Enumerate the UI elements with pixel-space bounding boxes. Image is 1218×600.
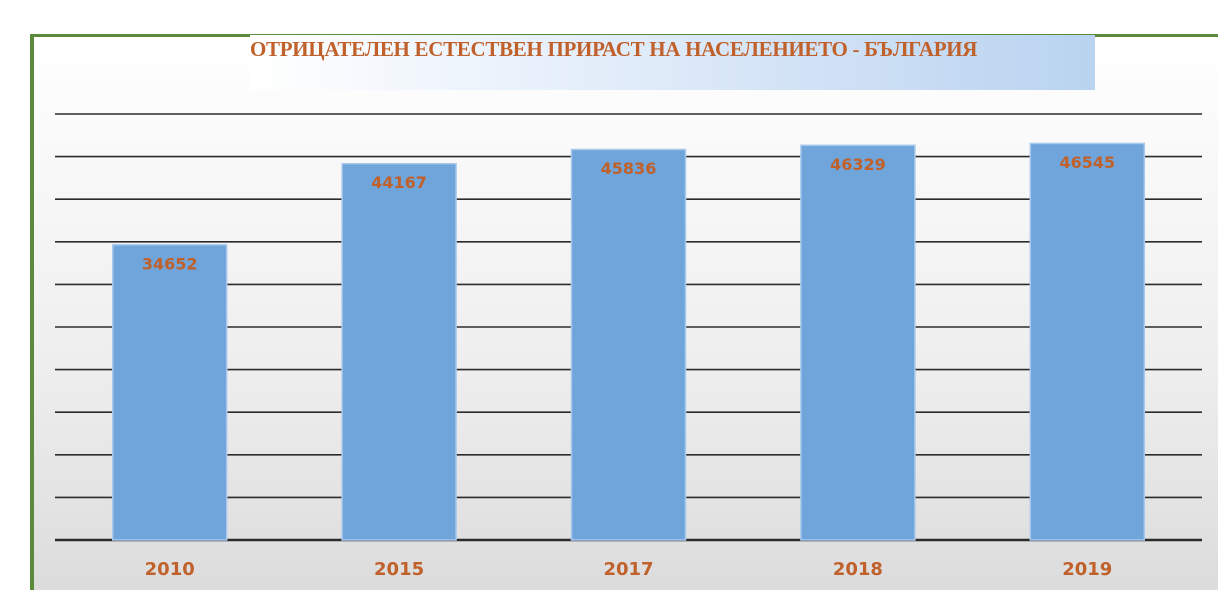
x-tick-label: 2018 <box>833 559 883 580</box>
bar <box>800 144 916 541</box>
data-label: 34652 <box>142 254 198 273</box>
x-tick-label: 2015 <box>374 559 424 580</box>
chart-title: ОТРИЦАТЕЛЕН ЕСТЕСТВЕН ПРИРАСТ НА НАСЕЛЕН… <box>250 35 1095 90</box>
data-label: 46329 <box>830 155 886 174</box>
bar <box>341 162 457 541</box>
bar <box>1029 142 1146 541</box>
bar <box>570 148 687 541</box>
x-tick-label: 2017 <box>603 559 653 580</box>
data-label: 46545 <box>1059 153 1115 172</box>
x-tick-label: 2019 <box>1062 559 1112 580</box>
data-label: 45836 <box>601 159 657 178</box>
x-tick-label: 2010 <box>145 559 195 580</box>
bar <box>111 244 228 541</box>
data-label: 44167 <box>371 173 427 192</box>
